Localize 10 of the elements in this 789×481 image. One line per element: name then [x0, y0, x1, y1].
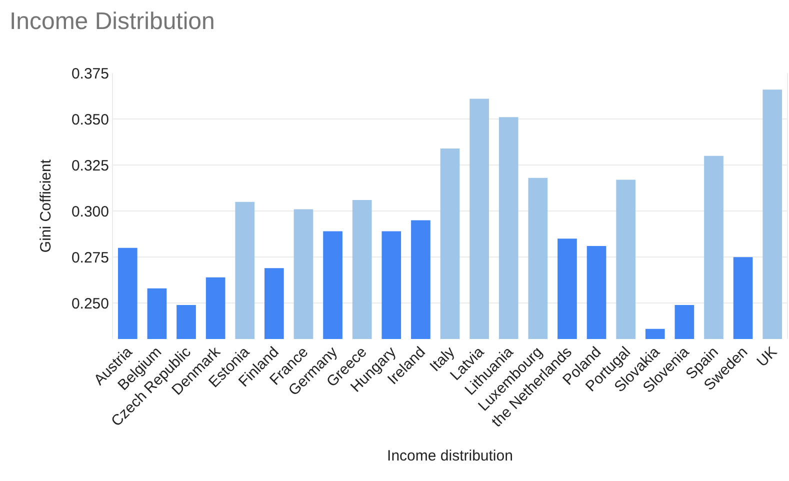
- x-axis-title: Income distribution: [387, 448, 513, 465]
- y-tick-label: 0.250: [71, 295, 109, 312]
- x-tick-label: UK: [754, 344, 780, 370]
- y-tick-label: 0.275: [71, 249, 109, 266]
- chart-title: Income Distribution: [9, 8, 215, 35]
- y-tick-label: 0.300: [71, 203, 109, 220]
- y-tick-label: 0.350: [71, 111, 109, 128]
- y-axis-title: Gini Cofficient: [38, 158, 55, 253]
- y-tick-label: 0.325: [71, 157, 109, 174]
- y-tick-label: 0.375: [71, 65, 109, 82]
